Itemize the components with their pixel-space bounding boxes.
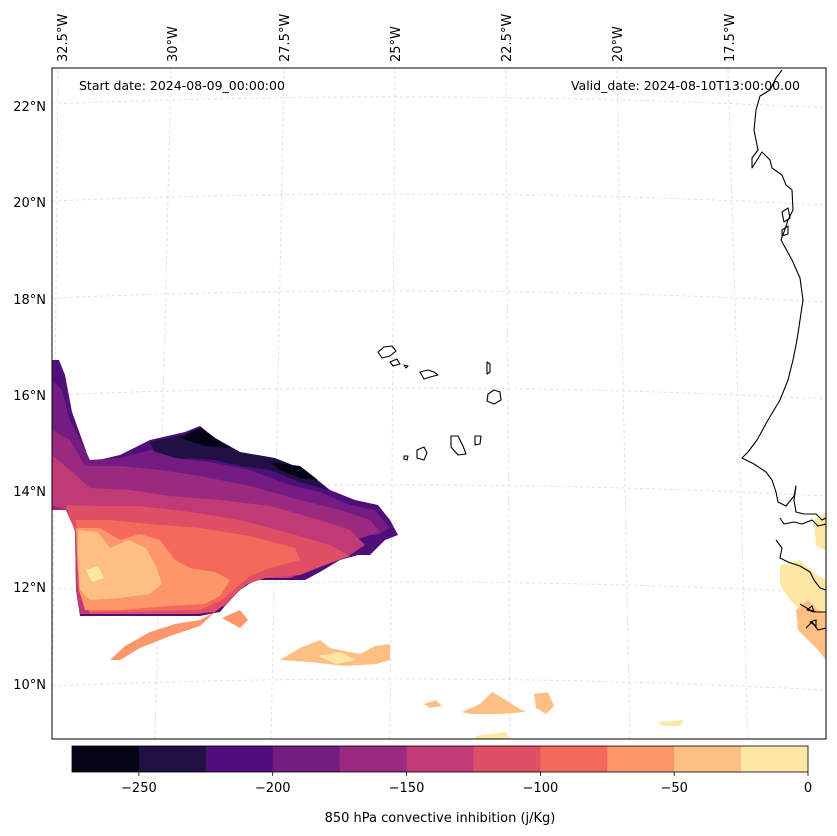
africa-coastline-gambia <box>779 517 826 527</box>
cin-region-level-2 <box>180 428 318 480</box>
valid-date-label: Valid_date: 2024-08-10T13:00:00.00 <box>571 78 800 93</box>
colorbar-swatch <box>339 746 408 772</box>
start-date-label: Start date: 2024-08-09_00:00:00 <box>79 78 285 93</box>
colorbar-swatch <box>741 746 809 772</box>
island-canary-like <box>781 207 791 237</box>
meridian-17-5w <box>727 69 749 739</box>
longitude-labels: 32.5°W 30°W 27.5°W 25°W 22.5°W 20°W 17.5… <box>56 14 738 62</box>
cin-region-south-5 <box>424 700 442 708</box>
meridian-27-5w <box>270 69 285 739</box>
colorbar-swatch <box>138 746 207 772</box>
colorbar-swatch <box>473 746 541 772</box>
cin-region-coast-3 <box>814 512 826 550</box>
cin-region-south-4 <box>318 652 356 664</box>
cin-contours <box>52 360 826 739</box>
map-frame <box>51 67 827 740</box>
island-santiago <box>450 435 467 456</box>
coastlines <box>377 69 826 631</box>
colorbar-ticks <box>138 772 809 776</box>
cin-region-south-1 <box>110 612 215 660</box>
meridian-22-5w <box>505 69 511 739</box>
colorbar-tick-label: −50 <box>660 781 687 796</box>
meridian-20w <box>616 69 631 739</box>
island-bijagos-2 <box>809 619 817 627</box>
colorbar: −250 −200 −150 −100 −50 0 850 hPa convec… <box>71 745 812 826</box>
lon-label: 30°W <box>166 26 181 62</box>
lon-label: 20°W <box>611 26 626 62</box>
lon-label: 17.5°W <box>723 14 738 62</box>
island-sao-vicente <box>389 358 401 367</box>
colorbar-tick-label: 0 <box>804 781 812 796</box>
lon-label: 22.5°W <box>500 14 515 62</box>
lon-label: 25°W <box>389 26 404 62</box>
colorbar-swatch <box>205 746 274 772</box>
parallel-22n <box>52 96 826 109</box>
colorbar-swatch <box>607 746 675 772</box>
meridian-32-5w <box>52 69 59 739</box>
island-boa-vista <box>486 389 502 405</box>
lat-label: 12°N <box>13 581 46 596</box>
colorbar-swatch <box>540 746 608 772</box>
cin-region-south-6 <box>462 692 526 714</box>
cin-region-coast-2 <box>796 600 826 660</box>
colorbar-tick-labels: −250 −200 −150 −100 −50 0 <box>121 781 812 796</box>
island-santa-luzia <box>403 364 409 369</box>
cin-region-south-7 <box>534 692 554 714</box>
colorbar-swatch <box>674 746 742 772</box>
parallel-18n <box>52 290 826 303</box>
lat-label: 18°N <box>13 293 46 308</box>
cin-region-level-3 <box>52 380 390 535</box>
colorbar-frame <box>71 745 809 773</box>
cin-region-level-10 <box>86 566 104 582</box>
lat-label: 22°N <box>13 100 46 115</box>
lon-label: 27.5°W <box>278 14 293 62</box>
colorbar-tick-label: −250 <box>121 781 157 796</box>
meridian-30w <box>154 69 172 739</box>
lat-label: 20°N <box>13 196 46 211</box>
colorbar-tick-label: −200 <box>255 781 291 796</box>
colorbar-swatch <box>406 746 474 772</box>
cin-region-south-8 <box>658 720 684 726</box>
map-background <box>52 68 826 739</box>
africa-coastline <box>741 69 826 521</box>
lon-label: 32.5°W <box>56 14 71 62</box>
lat-label: 16°N <box>13 389 46 404</box>
africa-coastline-guinea <box>799 603 826 631</box>
island-sal <box>486 361 491 375</box>
colorbar-label: 850 hPa convective inhibition (j/Kg) <box>325 811 556 826</box>
island-bijagos-1 <box>806 605 815 613</box>
cin-region-level-4 <box>52 430 380 540</box>
parallel-20n <box>52 193 826 206</box>
colorbar-swatches <box>72 746 809 772</box>
colorbar-swatch <box>72 746 140 772</box>
latitude-labels: 22°N 20°N 18°N 16°N 14°N 12°N 10°N <box>13 100 46 693</box>
cin-region-south-2 <box>222 610 248 628</box>
colorbar-tick-label: −100 <box>523 781 559 796</box>
meridian-25w <box>389 69 396 739</box>
cin-region-level-1 <box>150 427 328 490</box>
parallel-10n <box>52 678 826 691</box>
island-fogo <box>416 446 428 461</box>
cin-region-south-9 <box>476 732 510 739</box>
map-area <box>51 67 827 740</box>
colorbar-swatch <box>272 746 341 772</box>
parallel-16n <box>52 387 826 400</box>
island-santo-antao <box>377 345 397 359</box>
lat-label: 14°N <box>13 485 46 500</box>
cin-region-level-9 <box>78 530 162 600</box>
lat-label: 10°N <box>13 678 46 693</box>
africa-coastline-guinea-bissau <box>775 539 826 591</box>
island-sao-nicolau <box>419 369 439 380</box>
colorbar-tick-label: −150 <box>389 781 425 796</box>
island-maio <box>474 435 482 446</box>
island-brava <box>403 455 409 461</box>
